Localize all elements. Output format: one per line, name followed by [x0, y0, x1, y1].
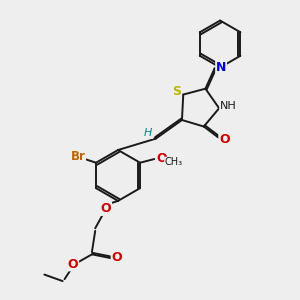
Text: O: O — [156, 152, 166, 165]
Text: O: O — [101, 202, 111, 215]
Text: O: O — [219, 133, 230, 146]
Text: O: O — [68, 258, 78, 271]
Text: CH₃: CH₃ — [165, 157, 183, 167]
Text: S: S — [172, 85, 181, 98]
Text: Br: Br — [70, 151, 86, 164]
Text: N: N — [216, 61, 226, 74]
Text: H: H — [144, 128, 152, 138]
Text: NH: NH — [220, 101, 237, 111]
Text: O: O — [111, 251, 122, 264]
